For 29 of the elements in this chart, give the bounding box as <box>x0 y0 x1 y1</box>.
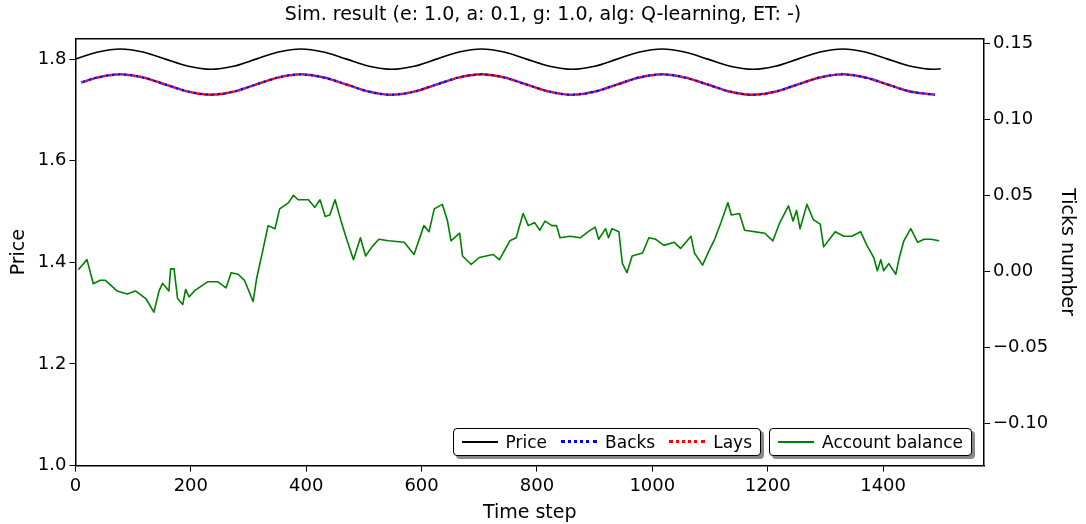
chart-title: Sim. result (e: 1.0, a: 0.1, g: 1.0, alg: Q-learning, ET: -) <box>284 2 802 25</box>
x-tick-label: 1200 <box>744 474 791 496</box>
y-tick-label: 1.2 <box>37 351 67 373</box>
y2-tick-label: −0.05 <box>993 334 1049 356</box>
legend-label: Backs <box>605 431 656 452</box>
y2-tick-label: −0.10 <box>993 410 1049 432</box>
y2-tick-label: 0.15 <box>993 31 1034 53</box>
x-tick-label: 0 <box>69 474 82 496</box>
y-tick-label: 1.4 <box>37 250 67 272</box>
x-tick-label: 1000 <box>629 474 676 496</box>
y-tick-label: 1.0 <box>37 453 67 475</box>
legend: Account balance <box>769 427 973 456</box>
y2-tick-label: 0.05 <box>993 182 1034 204</box>
legend-label: Price <box>505 431 548 452</box>
x-tick-label: 800 <box>519 474 555 496</box>
legend-label: Lays <box>713 431 753 452</box>
y2-axis-title: Ticks number <box>1057 187 1080 317</box>
y-tick-label: 1.6 <box>37 148 67 170</box>
y2-tick-label: 0.00 <box>993 258 1034 280</box>
x-tick-label: 200 <box>173 474 208 496</box>
x-tick-label: 600 <box>404 474 439 496</box>
y-tick-label: 1.8 <box>37 46 67 68</box>
y2-tick-label: 0.10 <box>993 106 1034 128</box>
x-tick-label: 1400 <box>860 474 906 496</box>
legend-label: Account balance <box>822 431 964 452</box>
line-series <box>79 73 937 96</box>
x-axis-title: Time step <box>481 499 577 522</box>
x-tick-label: 400 <box>289 474 324 496</box>
y-axis-title: Price <box>6 229 29 276</box>
